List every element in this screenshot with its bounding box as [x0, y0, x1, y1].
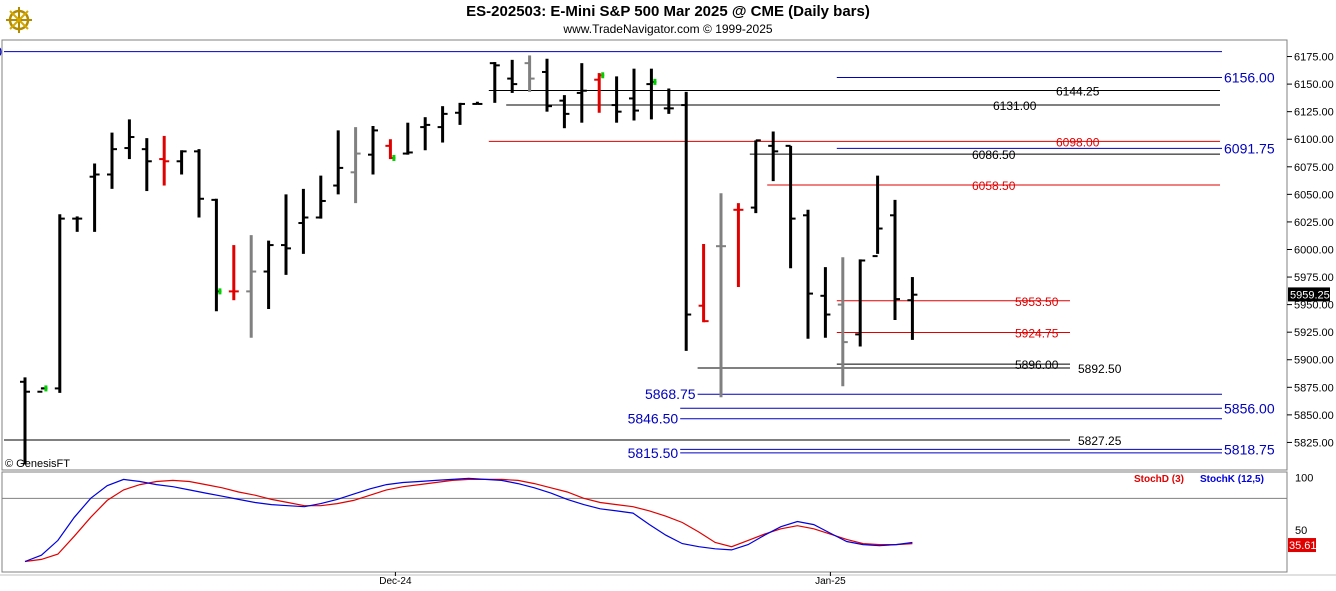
- stochastic-last-value-label: 35.61: [1289, 540, 1317, 552]
- stochastic-axis-label: 50: [1295, 525, 1307, 537]
- price-axis-tick-label: 5950.00: [1294, 300, 1334, 312]
- date-axis-tick-label: Dec-24: [379, 576, 412, 587]
- level-label: 6156.00: [1224, 69, 1275, 85]
- price-axis-tick-label: 6000.00: [1294, 244, 1334, 256]
- level-label: 5856.00: [1224, 400, 1275, 416]
- price-axis-tick-label: 5875.00: [1294, 382, 1334, 394]
- price-axis-tick-label: 5900.00: [1294, 355, 1334, 367]
- price-axis-tick-label: 5975.00: [1294, 272, 1334, 284]
- stochastic-series-line: [24, 477, 913, 563]
- level-label: 6058.50: [972, 179, 1016, 193]
- watermark-label: © GenesisFT: [5, 458, 70, 470]
- price-axis-tick-label: 6075.00: [1294, 162, 1334, 174]
- level-label: 6086.50: [972, 148, 1016, 162]
- stochastic-series-line: [24, 478, 913, 563]
- level-label: 6098.00: [1056, 135, 1100, 149]
- ohlc-bar-signal-tick: [44, 385, 48, 392]
- stochk-legend-label: StochK (12,5): [1200, 474, 1264, 485]
- date-axis-tick-label: Jan-25: [815, 576, 846, 587]
- level-label: 6179.50: [0, 44, 2, 60]
- chart-title: ES-202503: E-Mini S&P 500 Mar 2025 @ CME…: [466, 3, 870, 20]
- price-axis-tick-label: 6125.00: [1294, 107, 1334, 119]
- level-label: 6091.75: [1224, 140, 1275, 156]
- level-label: 5827.25: [1078, 434, 1122, 448]
- level-label: 5896.00: [1015, 358, 1059, 372]
- ohlc-bar-signal-tick: [653, 78, 657, 85]
- stochd-legend-label: StochD (3): [1134, 474, 1184, 485]
- ship-wheel-logo-icon: [6, 7, 32, 33]
- chart-subtitle: www.TradeNavigator.com © 1999-2025: [563, 22, 773, 36]
- price-panel-frame: [1, 39, 1288, 471]
- price-axis-tick-label: 5850.00: [1294, 410, 1334, 422]
- stochastic-last-value-box: [1288, 538, 1316, 553]
- price-axis-tick-label: 6175.00: [1294, 52, 1334, 64]
- level-label: 5846.50: [628, 411, 679, 427]
- ohlc-bar-signal-tick: [601, 72, 605, 79]
- level-label: 6131.00: [993, 99, 1037, 113]
- level-label: 5815.50: [628, 445, 679, 461]
- level-label: 5924.75: [1015, 326, 1059, 340]
- price-axis-tick-label: 5925.00: [1294, 327, 1334, 339]
- last-price-box: [1288, 287, 1330, 302]
- ohlc-bar-signal-tick: [392, 154, 396, 161]
- price-axis-tick-label: 5825.00: [1294, 437, 1334, 449]
- ohlc-bar-signal-tick: [218, 288, 222, 295]
- level-label: 5892.50: [1078, 362, 1122, 376]
- level-label: 5818.75: [1224, 441, 1275, 457]
- level-label: 6144.25: [1056, 84, 1100, 98]
- level-label: 5953.50: [1015, 295, 1059, 309]
- price-axis-tick-label: 6100.00: [1294, 134, 1334, 146]
- price-axis-tick-label: 6025.00: [1294, 217, 1334, 229]
- stochastic-panel-frame: [1, 471, 1288, 573]
- level-label: 5868.75: [645, 386, 696, 402]
- price-axis-tick-label: 6150.00: [1294, 79, 1334, 91]
- stochastic-axis-label: 100: [1295, 472, 1313, 484]
- last-price-label: 5959.25: [1290, 289, 1330, 301]
- price-axis-tick-label: 6050.00: [1294, 189, 1334, 201]
